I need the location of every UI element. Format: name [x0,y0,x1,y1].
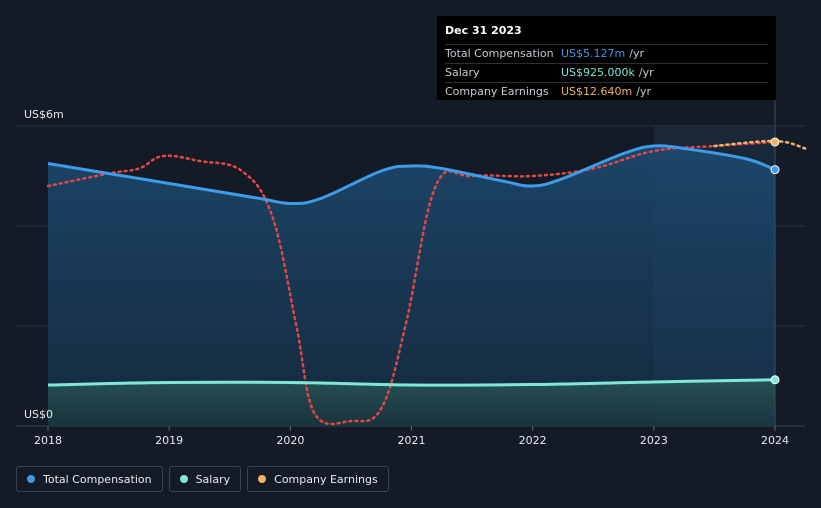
legend-dot-icon [27,475,35,483]
total-compensation-area [48,145,775,427]
tooltip-unit: /yr [629,47,644,60]
x-tick-label: 2022 [519,434,547,447]
tooltip-date: Dec 31 2023 [445,24,522,37]
tooltip-value: US$12.640m [561,85,633,98]
company-earnings-point [770,137,780,147]
salary-line [47,378,776,387]
legend-label: Total Compensation [43,472,152,486]
legend-label: Salary [195,472,231,486]
legend-dot-icon [179,475,188,483]
tooltip-unit: /yr [638,66,654,79]
tooltip-row-total-compensation: Total Compensation US$5.127m /yr [445,44,768,63]
tooltip-unit: /yr [636,85,651,98]
tooltip-label: Salary [445,66,480,79]
legend-label: Company Earnings [274,472,378,486]
total-compensation-line [47,144,776,206]
tooltip-row-salary: Salary US$925.000k /yr [445,63,768,82]
legend-item-salary[interactable]: Salary [168,466,242,492]
tooltip-label: Total Compensation [445,47,554,60]
total-compensation-point [770,165,780,175]
tooltip: Dec 31 2023 Total Compensation US$5.127m… [437,16,776,100]
tooltip-row-company-earnings: Company Earnings US$12.640m /yr [445,82,768,101]
salary-point [770,375,780,385]
legend-item-company-earnings[interactable]: Company Earnings [247,466,389,492]
tooltip-value: US$5.127m [561,47,626,60]
tooltip-value: US$925.000k [561,66,635,79]
x-tick-label: 2020 [276,434,304,447]
legend-dot-icon [258,475,267,483]
x-tick-label: 2019 [155,434,183,447]
x-axis: 2018 2019 2020 2021 2022 2023 2024 [34,426,789,447]
y-tick-label-top: US$6m [24,108,64,121]
highlight-points [770,137,780,385]
x-tick-label: 2024 [761,434,789,447]
y-tick-label-bottom: US$0 [24,408,53,421]
x-tick-label: 2023 [640,434,668,447]
legend-item-total-compensation[interactable]: Total Compensation [16,466,163,492]
x-tick-label: 2021 [398,434,426,447]
legend: Total Compensation Salary Company Earnin… [16,466,389,492]
tooltip-label: Company Earnings [445,85,549,98]
x-tick-label: 2018 [34,434,62,447]
company-earnings-line [46,140,777,426]
salary-area [48,379,775,426]
